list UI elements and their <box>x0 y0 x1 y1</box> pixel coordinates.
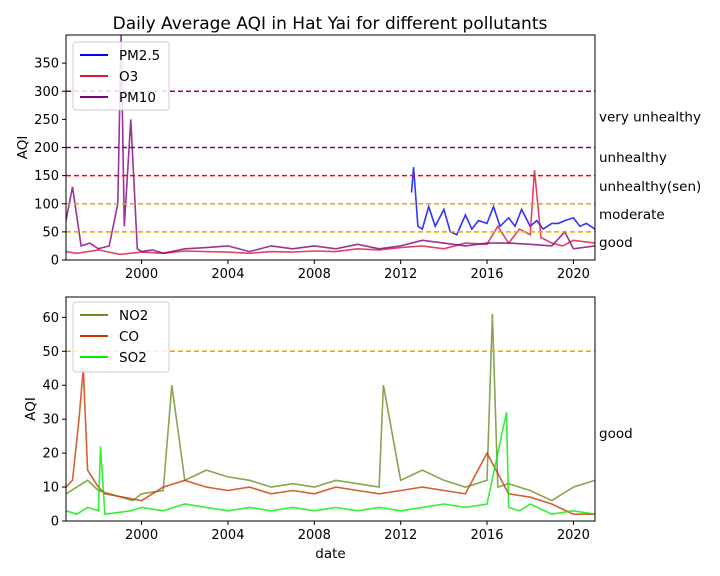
y-tick-label: 0 <box>51 254 59 269</box>
x-tick-label: 2020 <box>557 267 590 282</box>
y-tick-label: 50 <box>42 225 59 240</box>
threshold-label: good <box>599 426 633 442</box>
x-tick-label: 2008 <box>298 528 331 543</box>
legend-label: NO2 <box>119 308 148 324</box>
x-tick-label: 2020 <box>557 528 590 543</box>
x-tick-label: 2000 <box>125 267 158 282</box>
x-tick-label: 2000 <box>125 528 158 543</box>
chart-title: Daily Average AQI in Hat Yai for differe… <box>113 14 548 34</box>
y-axis-label: AQI <box>15 136 31 160</box>
panel-1: very unhealthy unhealthy unhealthy(sen) mod… <box>15 34 701 282</box>
y-tick-label: 350 <box>34 57 59 72</box>
threshold-label: good <box>599 235 633 251</box>
legend-label: PM2.5 <box>119 48 160 64</box>
y-tick-label: 50 <box>42 345 59 360</box>
series-line-so2 <box>66 412 595 516</box>
y-tick-label: 10 <box>42 481 59 496</box>
y-tick-label: 20 <box>42 447 59 462</box>
y-tick-label: 200 <box>34 141 59 156</box>
series-line-pm25 <box>410 167 595 236</box>
y-tick-label: 60 <box>42 311 59 326</box>
y-tick-label: 40 <box>42 379 59 394</box>
y-tick-label: 250 <box>34 113 59 128</box>
x-tick-label: 2008 <box>298 267 331 282</box>
threshold-label: unhealthy(sen) <box>599 179 701 195</box>
legend-label: SO2 <box>119 350 147 366</box>
x-tick-label: 2016 <box>470 528 503 543</box>
threshold-label: very unhealthy <box>599 110 701 126</box>
y-axis-label: AQI <box>23 397 39 421</box>
legend: PM2.5 O3 PM10 <box>72 41 170 111</box>
legend-label: O3 <box>119 69 138 85</box>
legend-box <box>72 301 170 373</box>
threshold-label: moderate <box>599 207 665 223</box>
legend-label: PM10 <box>119 90 156 106</box>
x-tick-label: 2016 <box>470 267 503 282</box>
legend: NO2 CO SO2 <box>72 301 170 373</box>
series-line-pm10 <box>66 35 595 255</box>
series-group <box>66 35 595 256</box>
y-tick-label: 100 <box>34 197 59 212</box>
panel-2: good 2000 2004 2008 2012 2016 2020 0 10 20 30 40 50 6… <box>23 296 633 562</box>
x-tick-label: 2004 <box>211 528 244 543</box>
x-tick-label: 2012 <box>384 267 417 282</box>
y-tick-label: 30 <box>42 413 59 428</box>
x-tick-label: 2004 <box>211 267 244 282</box>
x-tick-label: 2012 <box>384 528 417 543</box>
series-line-no2 <box>66 313 595 502</box>
legend-box <box>72 41 170 111</box>
y-tick-label: 150 <box>34 169 59 184</box>
threshold-label: unhealthy <box>599 150 667 166</box>
legend-label: CO <box>119 329 139 345</box>
series-group <box>66 313 595 516</box>
x-axis-label: date <box>315 546 345 562</box>
y-tick-label: 300 <box>34 85 59 100</box>
y-tick-label: 0 <box>51 515 59 530</box>
plot-frame <box>65 296 596 522</box>
